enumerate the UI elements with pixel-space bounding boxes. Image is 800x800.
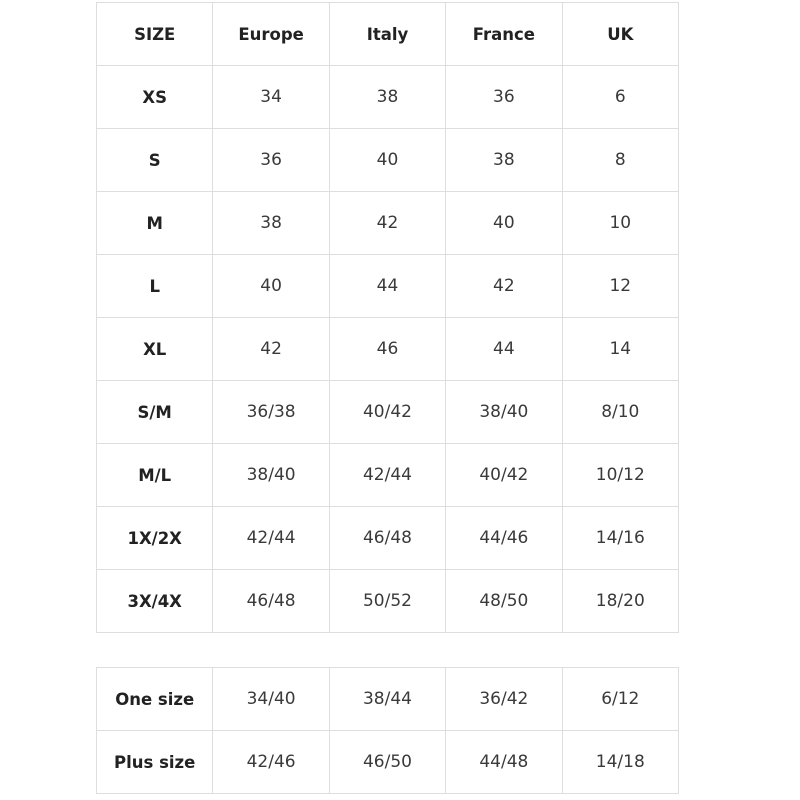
size-value: 42/46 — [212, 730, 330, 794]
size-label: M/L — [95, 443, 214, 507]
size-value: 44 — [445, 317, 563, 381]
size-value: 12 — [561, 254, 680, 318]
size-value: 44 — [328, 254, 447, 318]
size-value: 36 — [212, 128, 330, 192]
table-row: S 36 40 38 8 — [95, 128, 680, 192]
size-value: 18/20 — [561, 569, 680, 633]
size-value: 40/42 — [445, 443, 563, 507]
size-value: 40 — [328, 128, 447, 192]
size-label: M — [95, 191, 214, 255]
size-value: 8 — [561, 128, 680, 192]
size-value: 40 — [445, 191, 563, 255]
table-row: One size 34/40 38/44 36/42 6/12 — [95, 667, 680, 731]
size-label: L — [95, 254, 214, 318]
header-cell: France — [445, 2, 563, 66]
table-row: S/M 36/38 40/42 38/40 8/10 — [95, 380, 680, 444]
header-cell: SIZE — [95, 2, 214, 66]
size-value: 8/10 — [561, 380, 680, 444]
size-value: 44/48 — [445, 730, 563, 794]
header-cell: Italy — [328, 2, 447, 66]
size-value: 42 — [445, 254, 563, 318]
size-value: 46/48 — [212, 569, 330, 633]
size-value: 36/38 — [212, 380, 330, 444]
size-value: 38 — [328, 65, 447, 129]
table-row: XS 34 38 36 6 — [95, 65, 680, 129]
size-value: 40 — [212, 254, 330, 318]
size-value: 48/50 — [445, 569, 563, 633]
table-row: M/L 38/40 42/44 40/42 10/12 — [95, 443, 680, 507]
table-row: 3X/4X 46/48 50/52 48/50 18/20 — [95, 569, 680, 633]
size-value: 50/52 — [328, 569, 447, 633]
size-value: 14/18 — [561, 730, 680, 794]
size-value: 6 — [561, 65, 680, 129]
size-value: 42 — [212, 317, 330, 381]
size-value: 38/40 — [212, 443, 330, 507]
size-table: SIZE Europe Italy France UK XS 34 38 36 6 S 36 40 38 8… — [95, 2, 680, 633]
size-value: 40/42 — [328, 380, 447, 444]
table-row: M 38 42 40 10 — [95, 191, 680, 255]
size-value: 34/40 — [212, 667, 330, 731]
size-value: 42/44 — [212, 506, 330, 570]
size-value: 36 — [445, 65, 563, 129]
size-table: One size 34/40 38/44 36/42 6/12 Plus size 42/4… — [95, 667, 680, 794]
size-label: 3X/4X — [95, 569, 214, 633]
size-value: 46 — [328, 317, 447, 381]
size-value: 36/42 — [445, 667, 563, 731]
table-row: Plus size 42/46 46/50 44/48 14/18 — [95, 730, 680, 794]
size-label: S/M — [95, 380, 214, 444]
size-label: XL — [95, 317, 214, 381]
size-label: One size — [95, 667, 214, 731]
size-value: 42/44 — [328, 443, 447, 507]
size-value: 14 — [561, 317, 680, 381]
size-value: 38/44 — [328, 667, 447, 731]
table-row: 1X/2X 42/44 46/48 44/46 14/16 — [95, 506, 680, 570]
header-cell: UK — [561, 2, 680, 66]
size-value: 6/12 — [561, 667, 680, 731]
size-value: 10/12 — [561, 443, 680, 507]
size-value: 14/16 — [561, 506, 680, 570]
size-value: 34 — [212, 65, 330, 129]
size-label: Plus size — [95, 730, 214, 794]
size-label: XS — [95, 65, 214, 129]
table-row: XL 42 46 44 14 — [95, 317, 680, 381]
size-value: 38 — [212, 191, 330, 255]
table-row: L 40 44 42 12 — [95, 254, 680, 318]
size-value: 42 — [328, 191, 447, 255]
size-label: S — [95, 128, 214, 192]
size-value: 10 — [561, 191, 680, 255]
header-row: SIZE Europe Italy France UK — [95, 2, 680, 66]
size-value: 44/46 — [445, 506, 563, 570]
size-value: 38 — [445, 128, 563, 192]
size-label: 1X/2X — [95, 506, 214, 570]
size-value: 46/48 — [328, 506, 447, 570]
size-value: 46/50 — [328, 730, 447, 794]
header-cell: Europe — [212, 2, 330, 66]
size-value: 38/40 — [445, 380, 563, 444]
